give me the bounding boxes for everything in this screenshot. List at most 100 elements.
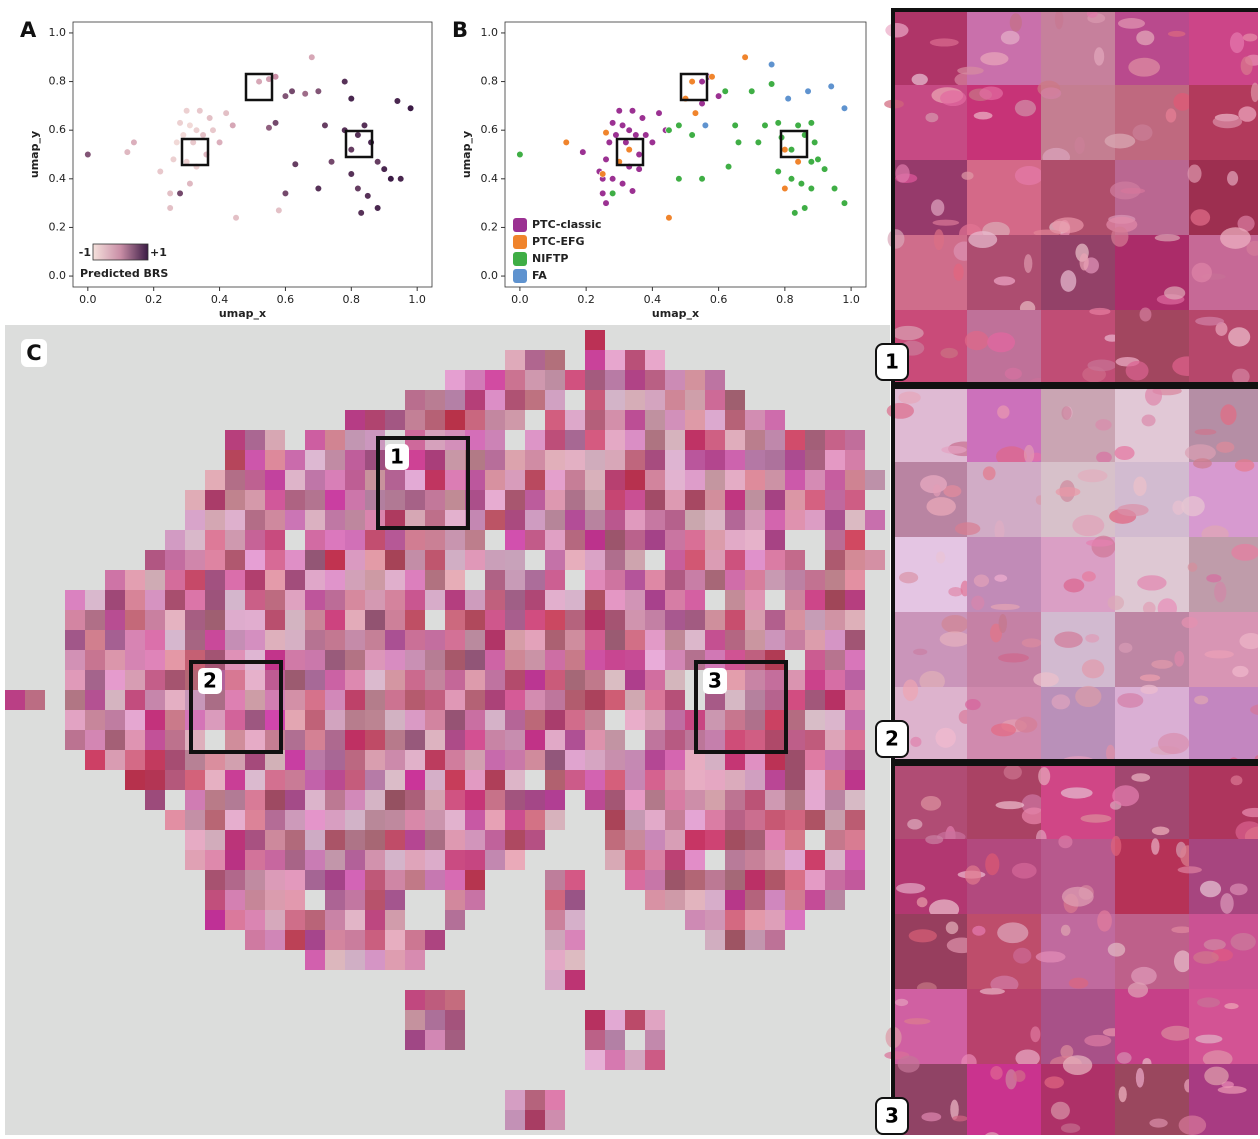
- tile: [505, 810, 525, 830]
- tile: [345, 730, 365, 750]
- tile: [805, 810, 825, 830]
- tile: [525, 650, 545, 670]
- tile: [705, 530, 725, 550]
- point: [266, 124, 273, 131]
- tissue-texture: [1168, 31, 1185, 37]
- tile: [745, 450, 765, 470]
- tissue-texture: [1195, 317, 1224, 326]
- tile: [845, 850, 865, 870]
- tile: [685, 510, 705, 530]
- point: [282, 93, 289, 100]
- tissue-texture: [1133, 477, 1146, 497]
- tile: [485, 770, 505, 790]
- tile: [705, 390, 725, 410]
- tissue-texture: [1166, 108, 1177, 122]
- tile: [665, 890, 685, 910]
- tile: [685, 410, 705, 430]
- tile: [225, 690, 245, 710]
- tile: [205, 830, 225, 850]
- tile: [85, 590, 105, 610]
- tile: [565, 750, 585, 770]
- tile: [825, 690, 845, 710]
- tile: [665, 810, 685, 830]
- point: [308, 54, 315, 61]
- tile: [445, 650, 465, 670]
- tile: [565, 690, 585, 710]
- tissue-texture: [1232, 666, 1248, 677]
- tile: [185, 810, 205, 830]
- tile: [385, 910, 405, 930]
- tile: [225, 590, 245, 610]
- tile: [145, 690, 165, 710]
- tile: [725, 570, 745, 590]
- colorbar: [93, 244, 148, 260]
- tile: [645, 530, 665, 550]
- tile: [545, 550, 565, 570]
- tile: [505, 1110, 525, 1130]
- tile: [445, 1030, 465, 1050]
- tile: [645, 1050, 665, 1070]
- tile: [385, 950, 405, 970]
- tile: [745, 550, 765, 570]
- tissue-texture: [997, 922, 1028, 943]
- tile: [265, 570, 285, 590]
- tile: [765, 890, 785, 910]
- tile: [825, 770, 845, 790]
- tile: [305, 810, 325, 830]
- point: [206, 115, 213, 122]
- tissue-texture: [1230, 32, 1244, 53]
- tissue-texture: [965, 699, 981, 710]
- tile: [365, 910, 385, 930]
- tile: [425, 530, 445, 550]
- tile: [545, 570, 565, 590]
- tile: [785, 590, 805, 610]
- tile: [305, 870, 325, 890]
- tile: [605, 570, 625, 590]
- tile: [665, 770, 685, 790]
- tile: [365, 870, 385, 890]
- tissue-texture: [910, 737, 921, 747]
- tile: [185, 490, 205, 510]
- tile: [305, 530, 325, 550]
- tissue-texture: [1218, 1086, 1247, 1094]
- tile: [745, 930, 765, 950]
- tile: [485, 510, 505, 530]
- tile: [185, 530, 205, 550]
- tile: [645, 690, 665, 710]
- tile: [305, 550, 325, 570]
- tissue-texture: [898, 391, 920, 403]
- tile: [185, 550, 205, 570]
- tile: [765, 490, 785, 510]
- tissue-texture: [980, 52, 1008, 65]
- tile: [245, 610, 265, 630]
- tissue-texture: [1152, 826, 1169, 835]
- tile: [605, 370, 625, 390]
- tile: [545, 890, 565, 910]
- tile: [165, 650, 185, 670]
- tile: [325, 790, 345, 810]
- tile: [545, 870, 565, 890]
- tile: [765, 930, 785, 950]
- tile: [245, 490, 265, 510]
- point: [795, 158, 802, 165]
- tile: [805, 510, 825, 530]
- tissue-tile: [893, 839, 967, 914]
- tile: [445, 470, 465, 490]
- tile: [425, 650, 445, 670]
- tile: [645, 430, 665, 450]
- tile: [545, 1090, 565, 1110]
- point: [397, 176, 404, 183]
- figure: 123 123 0.00.20.40.60.81.00.00.20.40.60.…: [0, 0, 1260, 1135]
- tile: [505, 470, 525, 490]
- tile: [565, 590, 585, 610]
- tissue-texture: [1013, 948, 1031, 964]
- tile: [685, 530, 705, 550]
- tile: [565, 950, 585, 970]
- tile: [265, 470, 285, 490]
- point: [828, 83, 835, 90]
- tile: [245, 770, 265, 790]
- tile: [285, 490, 305, 510]
- tile: [465, 810, 485, 830]
- tile: [645, 610, 665, 630]
- tile: [225, 870, 245, 890]
